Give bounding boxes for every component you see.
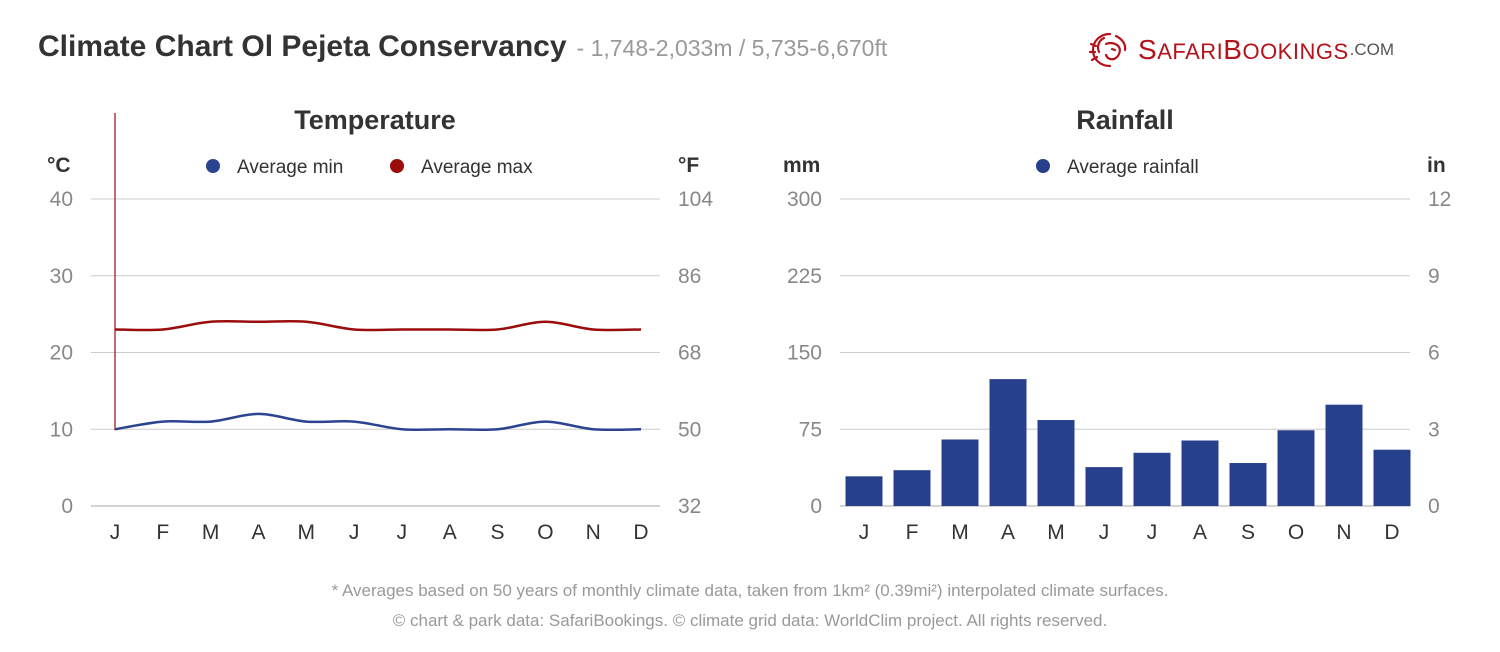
legend-marker-min [206,159,220,173]
rainfall-bar[interactable] [1085,467,1123,506]
temp-x-tick: A [443,521,457,544]
temp-y-tick-right: 86 [678,265,701,288]
legend-marker-rainfall [1036,159,1050,173]
temperature-chart-title: Temperature [294,105,456,135]
temperature-legend: Average min Average max [206,157,533,178]
legend-label-max: Average max [421,157,533,178]
temp-y-tick-right: 32 [678,495,701,518]
temperature-line-max[interactable] [114,319,642,332]
temp-x-tick: J [397,521,408,544]
rainfall-y-ticks-right: 0 3 6 9 12 [1428,188,1451,518]
rainfall-chart: Rainfall mm in Average rainfall 0 75 150 22… [783,105,1451,544]
rainfall-bar[interactable] [1229,463,1267,506]
rain-y-tick-right: 12 [1428,188,1451,211]
temperature-series [114,319,642,432]
temp-x-tick: J [349,521,360,544]
temp-y-tick-left: 30 [50,265,73,288]
legend-item-average-rainfall[interactable]: Average rainfall [1036,157,1199,178]
rainfall-bar[interactable] [1181,440,1219,506]
temp-x-tick: N [586,521,601,544]
rain-x-tick: M [1047,521,1065,544]
rain-y-tick-left: 150 [787,342,822,365]
rainfall-legend: Average rainfall [1036,157,1199,178]
temperature-line-min[interactable] [114,412,642,432]
rainfall-bar[interactable] [1133,452,1171,506]
temp-x-tick: O [537,521,553,544]
climate-charts: Temperature °C °F Average min Average ma… [47,105,1451,544]
rain-x-tick: A [1193,521,1207,544]
temp-y-tick-right: 68 [678,342,701,365]
rainfall-y-ticks-left: 0 75 150 225 300 [787,188,822,518]
rain-x-tick: N [1336,521,1351,544]
rainfall-chart-title: Rainfall [1076,105,1174,135]
chart-header: Climate Chart Ol Pejeta Conservancy - 1,7… [38,30,887,64]
temp-y-tick-left: 10 [50,418,73,441]
rainfall-bar[interactable] [893,470,931,506]
temp-x-tick: F [156,521,169,544]
rain-x-tick: J [1147,521,1158,544]
temperature-right-unit: °F [678,154,699,177]
rain-y-tick-left: 75 [799,418,822,441]
rain-y-tick-right: 3 [1428,418,1440,441]
rain-y-tick-right: 9 [1428,265,1440,288]
temp-y-tick-right: 50 [678,418,701,441]
temp-x-tick: A [251,521,265,544]
temperature-y-ticks-left: 0 10 20 30 40 [50,188,73,518]
rainfall-bar[interactable] [989,379,1027,506]
rain-x-tick: F [906,521,919,544]
rain-y-tick-left: 225 [787,265,822,288]
temp-y-tick-left: 40 [50,188,73,211]
temp-x-tick: M [202,521,220,544]
footnote-averages: * Averages based on 50 years of monthly … [331,581,1169,600]
brand-domain: .COM [1349,40,1395,59]
temp-y-tick-right: 104 [678,188,713,211]
rainfall-bars [845,379,1411,506]
temp-x-tick: D [633,521,648,544]
rainfall-bar[interactable] [1373,449,1411,506]
rain-y-tick-left: 0 [810,495,822,518]
temp-x-tick: J [110,521,121,544]
temp-y-tick-left: 20 [50,342,73,365]
temperature-gridlines [91,198,660,507]
footnote-copyright: © chart & park data: SafariBookings. © c… [392,611,1108,630]
temp-x-tick: S [491,521,505,544]
temp-x-tick: M [298,521,316,544]
lion-head-icon [1088,32,1127,68]
legend-marker-max [390,159,404,173]
temperature-y-ticks-right: 32 50 68 86 104 [678,188,713,518]
rainfall-gridlines [840,198,1410,507]
rainfall-left-unit: mm [783,154,820,177]
legend-item-average-min[interactable]: Average min [206,157,343,178]
rain-x-tick: J [1099,521,1110,544]
brand-name: SAFARIBOOKINGS [1138,34,1349,65]
rain-x-tick: A [1001,521,1015,544]
page-title: Climate Chart Ol Pejeta Conservancy [38,30,567,63]
rain-x-tick: J [859,521,870,544]
temperature-chart: Temperature °C °F Average min Average ma… [47,105,713,544]
rain-y-tick-right: 0 [1428,495,1440,518]
legend-label-rainfall: Average rainfall [1067,157,1199,178]
rainfall-bar[interactable] [1277,430,1315,506]
brand-logo[interactable]: SAFARIBOOKINGS .COM [1088,30,1394,70]
legend-item-average-max[interactable]: Average max [390,157,533,178]
rainfall-right-unit: in [1427,154,1446,177]
temperature-left-unit: °C [47,154,71,177]
rainfall-bar[interactable] [1325,404,1363,506]
legend-label-min: Average min [237,157,343,178]
temp-y-tick-left: 0 [61,495,73,518]
elevation-subtitle: - 1,748-2,033m / 5,735-6,670ft [576,35,888,61]
rainfall-bar[interactable] [941,439,979,506]
rainfall-bar[interactable] [845,476,883,506]
rain-x-tick: D [1384,521,1399,544]
rain-x-tick: O [1288,521,1304,544]
rain-x-tick: S [1241,521,1255,544]
rain-y-tick-left: 300 [787,188,822,211]
rainfall-bar[interactable] [1037,420,1075,506]
rain-x-tick: M [951,521,969,544]
rain-y-tick-right: 6 [1428,342,1440,365]
